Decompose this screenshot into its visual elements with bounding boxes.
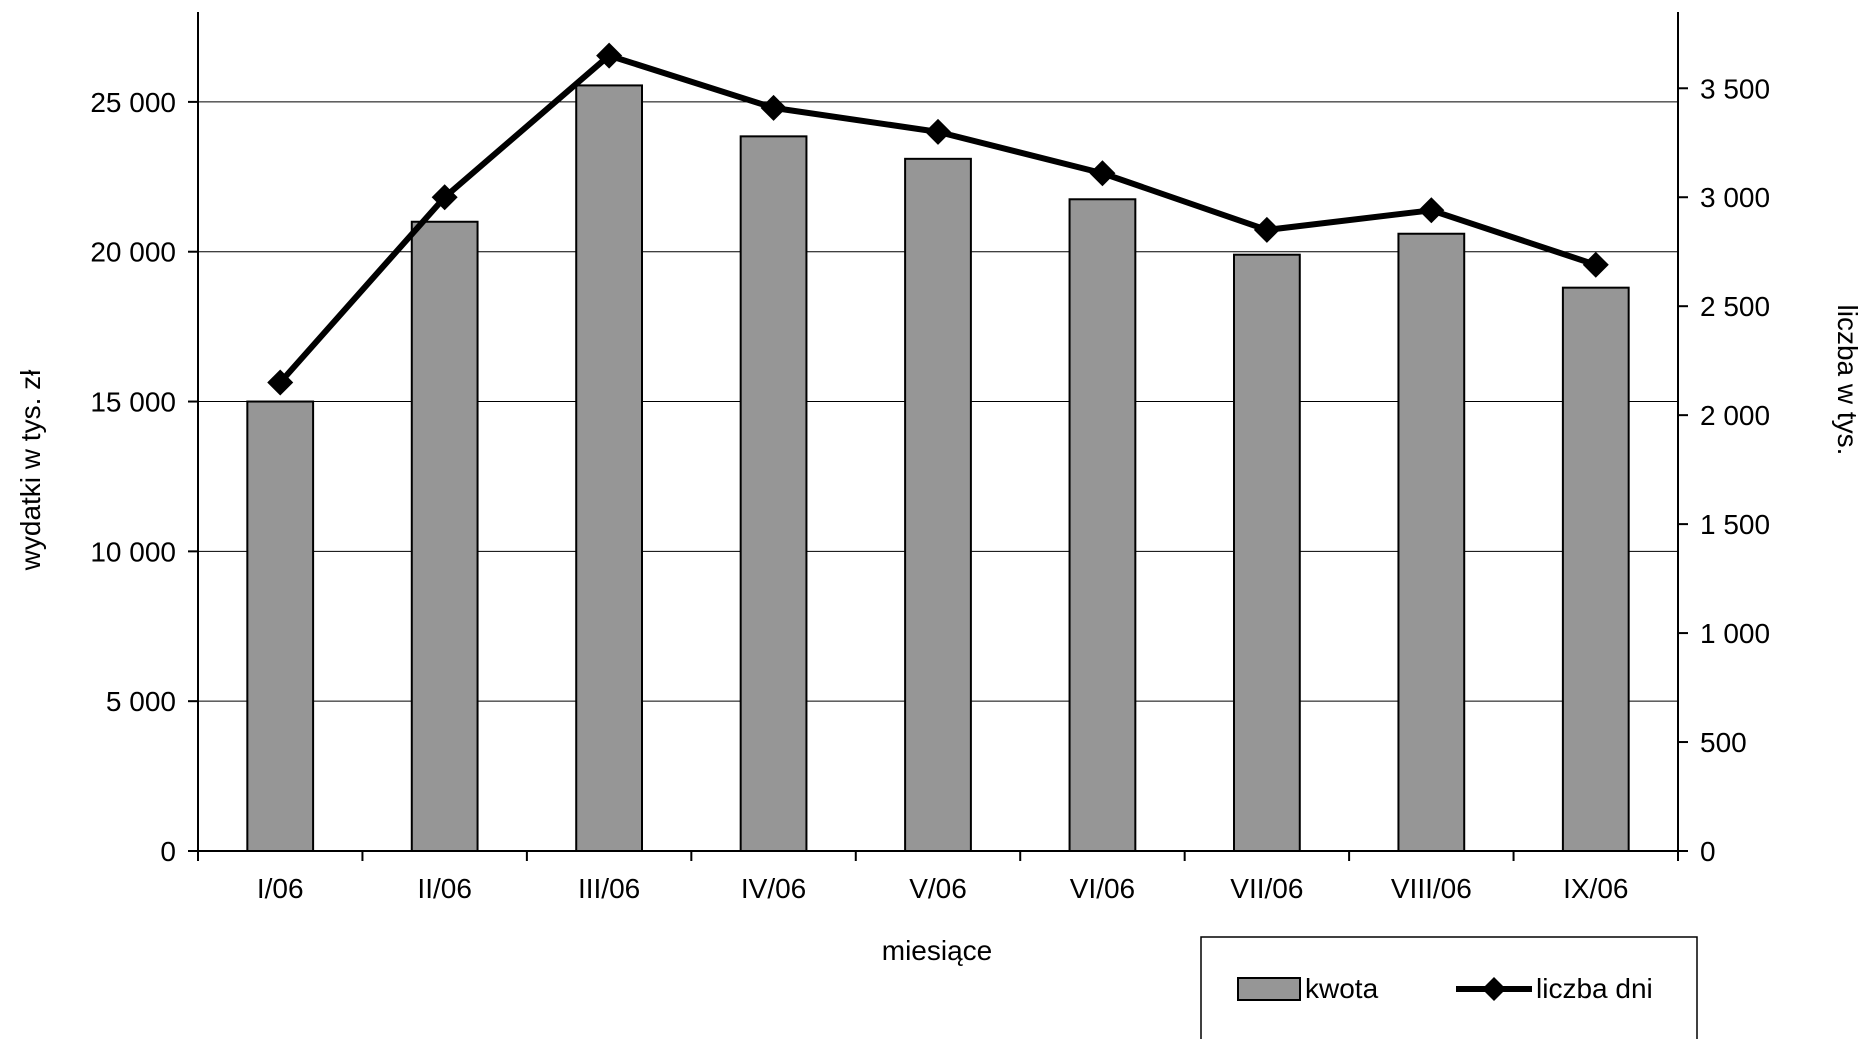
line-marker-2 <box>596 42 623 69</box>
bar-8 <box>1561 286 1630 852</box>
legend-swatch-marker <box>1482 977 1506 1001</box>
legend-swatch-kwota <box>1237 977 1301 1001</box>
line-marker-6 <box>1253 216 1280 243</box>
line-marker-4 <box>925 118 951 145</box>
line-marker-3 <box>760 94 787 121</box>
line-marker-7 <box>1418 197 1445 224</box>
y-axis-title: wydatki w tys. zł <box>15 369 46 571</box>
y2-tick-label-5: 2 500 <box>1700 291 1770 322</box>
y2-axis-title: liczba w tys. <box>1832 305 1863 456</box>
x-tick-label-4: V/06 <box>909 873 967 904</box>
bar-6 <box>1233 253 1301 853</box>
bar-1 <box>410 220 479 852</box>
y2-tick-label-4: 2 000 <box>1700 400 1770 431</box>
bar-4 <box>904 157 972 852</box>
x-axis-title: miesiące <box>882 935 992 966</box>
bar-3 <box>739 135 808 852</box>
bar-series-kwota <box>246 84 1630 853</box>
bar-2 <box>575 84 644 853</box>
bar-7 <box>1397 232 1466 852</box>
x-tick-label-1: II/06 <box>417 873 471 904</box>
y-tick-label-3: 15 000 <box>90 387 176 418</box>
y-tick-label-2: 10 000 <box>90 536 176 567</box>
x-tick-label-3: IV/06 <box>741 873 806 904</box>
y2-tick-label-1: 500 <box>1700 727 1747 758</box>
bar-0 <box>246 400 315 852</box>
x-tick-label-2: III/06 <box>578 873 640 904</box>
line-marker-8 <box>1582 251 1609 278</box>
y-tick-label-0: 0 <box>160 836 176 867</box>
axes <box>188 12 1688 861</box>
line-series-liczba-dni <box>267 42 1609 396</box>
line-marker-5 <box>1089 160 1116 187</box>
y-tick-label-4: 20 000 <box>90 237 176 268</box>
legend-label-liczba-dni: liczba dni <box>1536 973 1653 1004</box>
line-marker-0 <box>267 369 294 396</box>
legend-label-kwota: kwota <box>1305 973 1379 1004</box>
y2-tick-label-3: 1 500 <box>1700 509 1770 540</box>
y2-tick-label-2: 1 000 <box>1700 618 1770 649</box>
y2-tick-label-0: 0 <box>1700 836 1716 867</box>
x-tick-label-8: IX/06 <box>1563 873 1628 904</box>
y-tick-label-5: 25 000 <box>90 87 176 118</box>
legend: kwota liczba dni <box>1200 936 1698 1039</box>
x-tick-label-0: I/06 <box>257 873 304 904</box>
line-marker-1 <box>431 184 458 211</box>
y2-tick-label-6: 3 000 <box>1700 182 1770 213</box>
tick-labels: 0 5 000 10 000 15 000 20 000 25 000 0 500 1 000 1… <box>90 73 1770 904</box>
y2-tick-label-7: 3 500 <box>1700 73 1770 104</box>
y-tick-label-1: 5 000 <box>106 686 176 717</box>
x-tick-label-7: VIII/06 <box>1391 873 1472 904</box>
bar-5 <box>1068 198 1137 852</box>
x-tick-label-5: VI/06 <box>1070 873 1135 904</box>
x-tick-label-6: VII/06 <box>1230 873 1303 904</box>
